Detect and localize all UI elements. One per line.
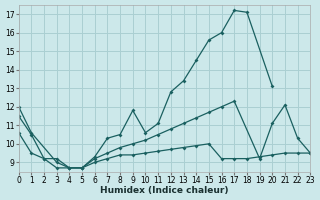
X-axis label: Humidex (Indice chaleur): Humidex (Indice chaleur) [100, 186, 229, 195]
